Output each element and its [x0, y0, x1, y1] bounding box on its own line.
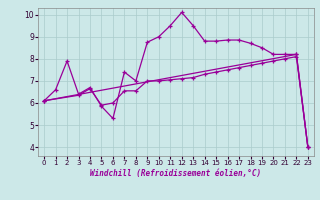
X-axis label: Windchill (Refroidissement éolien,°C): Windchill (Refroidissement éolien,°C): [91, 169, 261, 178]
